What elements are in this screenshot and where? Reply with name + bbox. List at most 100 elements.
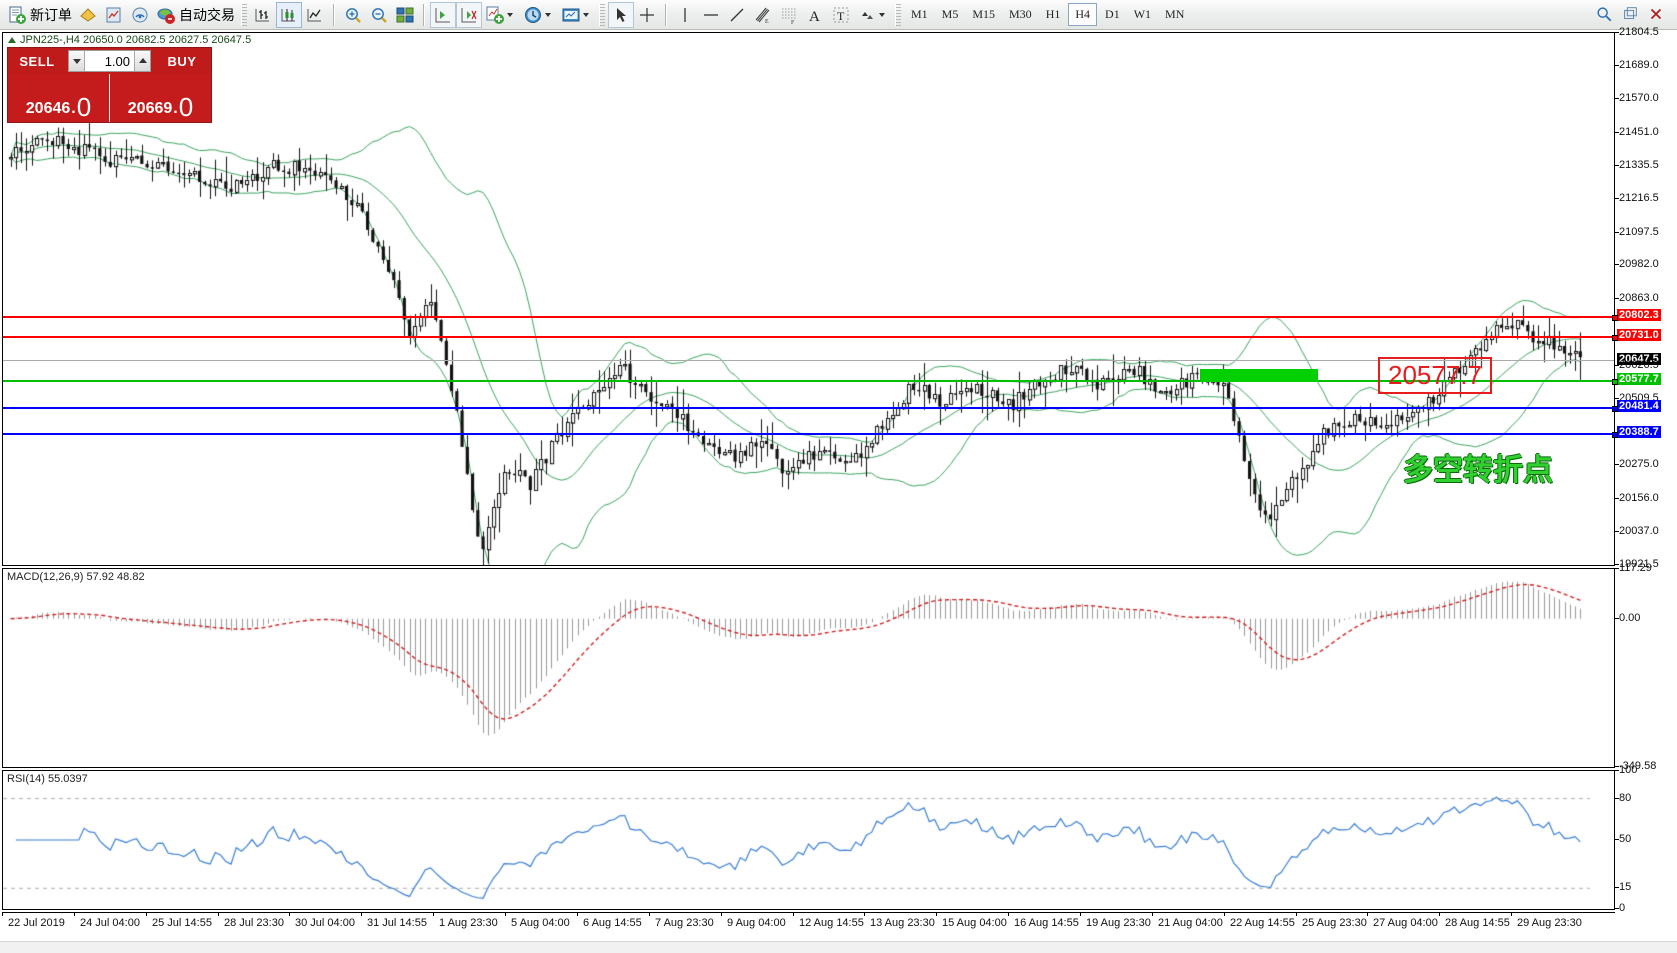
zoom-out-icon — [369, 5, 389, 25]
new-order-button[interactable]: 新订单 — [4, 2, 75, 28]
candlestick-chart-icon — [279, 5, 299, 25]
text-box-tool-button[interactable]: T — [828, 2, 854, 28]
cursor-tool-button[interactable] — [608, 1, 634, 28]
zoom-in-button[interactable] — [340, 2, 366, 28]
timeframe-m1[interactable]: M1 — [911, 7, 928, 21]
candlestick-chart-button[interactable] — [276, 1, 302, 28]
one-click-trading-panel[interactable]: SELL 1.00 BUY 20646 . 0 20669 . 0 — [7, 47, 212, 123]
line-chart-button[interactable] — [302, 2, 328, 28]
toolbar-separator — [333, 3, 335, 26]
price-level-line[interactable] — [3, 405, 1618, 412]
shapes-dropdown-arrow[interactable] — [879, 12, 885, 17]
time-axis-label: 5 Aug 04:00 — [505, 912, 570, 929]
time-scale[interactable]: 22 Jul 2019 24 Jul 04:00 25 Jul 14:55 28 Ju… — [2, 912, 1615, 934]
search-icon[interactable] — [1595, 5, 1615, 25]
shapes-tool-button[interactable] — [854, 2, 892, 28]
price-level-handle[interactable] — [1612, 432, 1618, 438]
bar-chart-icon — [253, 5, 273, 25]
price-level-line[interactable] — [3, 432, 1618, 438]
time-axis-label: 12 Aug 14:55 — [793, 912, 864, 929]
zoom-out-button[interactable] — [366, 2, 392, 28]
toolbar-grip[interactable] — [241, 3, 247, 26]
timeframe-h1[interactable]: H1 — [1045, 7, 1061, 21]
timeframe-d1[interactable]: D1 — [1105, 7, 1120, 21]
timeframe-mn[interactable]: MN — [1165, 7, 1185, 21]
network-button[interactable] — [127, 2, 153, 28]
price-level-handle[interactable] — [1612, 335, 1618, 342]
toolbar-grip[interactable] — [895, 3, 901, 26]
price-level-badge[interactable]: 20577.7 — [1617, 372, 1661, 385]
chart-area[interactable]: 20577.7 多空转折点 MACD(12,26,9) 57.92 48.82 … — [0, 26, 1677, 953]
price-chart-canvas[interactable] — [3, 33, 1614, 565]
price-scale[interactable]: 21804.5 21689.0 21570.0 21451.0 21335.5 21216… — [1614, 26, 1677, 914]
price-level-badge[interactable]: 20802.3 — [1617, 309, 1661, 322]
order-zone-highlight — [1200, 369, 1318, 382]
rsi-axis-tick: 0 — [1614, 902, 1626, 914]
autotrading-button[interactable]: 自动交易 — [153, 2, 238, 28]
timeframe-w1[interactable]: W1 — [1133, 7, 1152, 21]
crosshair-tool-button[interactable] — [634, 2, 660, 28]
fibonacci-icon: F — [779, 5, 799, 26]
bar-chart-button[interactable] — [250, 2, 276, 28]
price-level-line[interactable] — [3, 335, 1618, 342]
time-axis-label: 1 Aug 23:30 — [433, 912, 498, 929]
trendline-tool-button[interactable] — [724, 2, 750, 28]
price-axis-tick: 20275.0 — [1615, 458, 1659, 471]
time-axis-label: 31 Jul 14:55 — [361, 912, 427, 929]
timeframe-m5[interactable]: M5 — [941, 7, 959, 21]
hline-tool-button[interactable] — [698, 2, 724, 28]
timeframe-m15[interactable]: M15 — [972, 7, 996, 21]
templates-button[interactable] — [558, 2, 596, 28]
templates-dropdown-arrow[interactable] — [583, 12, 589, 17]
volume-decrease-button[interactable] — [69, 51, 85, 71]
shift-end-button[interactable] — [430, 1, 456, 28]
price-level-handle[interactable] — [1612, 378, 1618, 385]
price-level-handle[interactable] — [1612, 405, 1618, 412]
macd-pane[interactable]: MACD(12,26,9) 57.92 48.82 — [2, 568, 1615, 768]
price-level-badge[interactable]: 20481.4 — [1617, 399, 1661, 412]
buy-button[interactable]: BUY — [167, 53, 197, 69]
vline-tool-button[interactable] — [672, 2, 698, 28]
price-level-line[interactable] — [3, 315, 1618, 322]
signals-button[interactable] — [101, 2, 127, 28]
price-level-line[interactable] — [3, 378, 1618, 385]
fibonacci-tool-button[interactable]: F — [776, 2, 802, 28]
macd-axis-tick: 117.29 — [1615, 562, 1652, 574]
autoscroll-button[interactable] — [456, 1, 482, 28]
price-level-badge[interactable]: 20388.7 — [1617, 426, 1661, 438]
price-pane[interactable]: 20577.7 多空转折点 — [2, 32, 1618, 566]
timeframe-m30[interactable]: M30 — [1009, 7, 1032, 21]
rsi-chart-canvas[interactable] — [3, 771, 1614, 909]
text-label-tool-button[interactable]: A — [802, 2, 828, 28]
price-axis-tick: 21689.0 — [1615, 58, 1659, 71]
price-level-badge[interactable]: 20647.5 — [1617, 352, 1661, 365]
text-box-icon: T — [831, 5, 851, 25]
time-axis-label: 25 Jul 14:55 — [146, 912, 212, 929]
period-button[interactable] — [520, 2, 558, 28]
restore-window-icon[interactable] — [1621, 5, 1641, 25]
period-dropdown-arrow[interactable] — [545, 12, 551, 17]
time-axis-label: 16 Aug 14:55 — [1008, 912, 1079, 929]
indicators-dropdown-arrow[interactable] — [507, 12, 513, 17]
horizontal-scrollbar[interactable] — [0, 941, 1677, 953]
one-click-top-row: SELL 1.00 BUY — [8, 48, 211, 74]
volume-increase-button[interactable] — [134, 51, 150, 71]
sell-button[interactable]: SELL — [19, 53, 55, 69]
price-level-badge[interactable]: 20731.0 — [1617, 329, 1661, 342]
close-icon[interactable] — [1647, 5, 1667, 25]
volume-value[interactable]: 1.00 — [104, 53, 130, 69]
macd-chart-canvas[interactable] — [3, 569, 1614, 767]
collapse-triangle-icon[interactable] — [8, 37, 16, 43]
volume-stepper[interactable]: 1.00 — [68, 50, 151, 72]
toolbar-grip[interactable] — [599, 3, 605, 26]
timeframe-h4[interactable]: H4 — [1068, 3, 1098, 26]
rsi-pane[interactable]: RSI(14) 55.0397 — [2, 770, 1615, 910]
expert-advisor-button[interactable] — [75, 2, 101, 28]
equidistant-channel-tool-button[interactable]: E — [750, 2, 776, 28]
tile-windows-button[interactable] — [392, 2, 418, 28]
indicators-button[interactable] — [482, 2, 520, 28]
sell-price[interactable]: 20646 . 0 — [8, 74, 109, 122]
line-chart-icon — [305, 5, 325, 25]
buy-price[interactable]: 20669 . 0 — [109, 74, 211, 122]
price-level-handle[interactable] — [1612, 315, 1618, 322]
